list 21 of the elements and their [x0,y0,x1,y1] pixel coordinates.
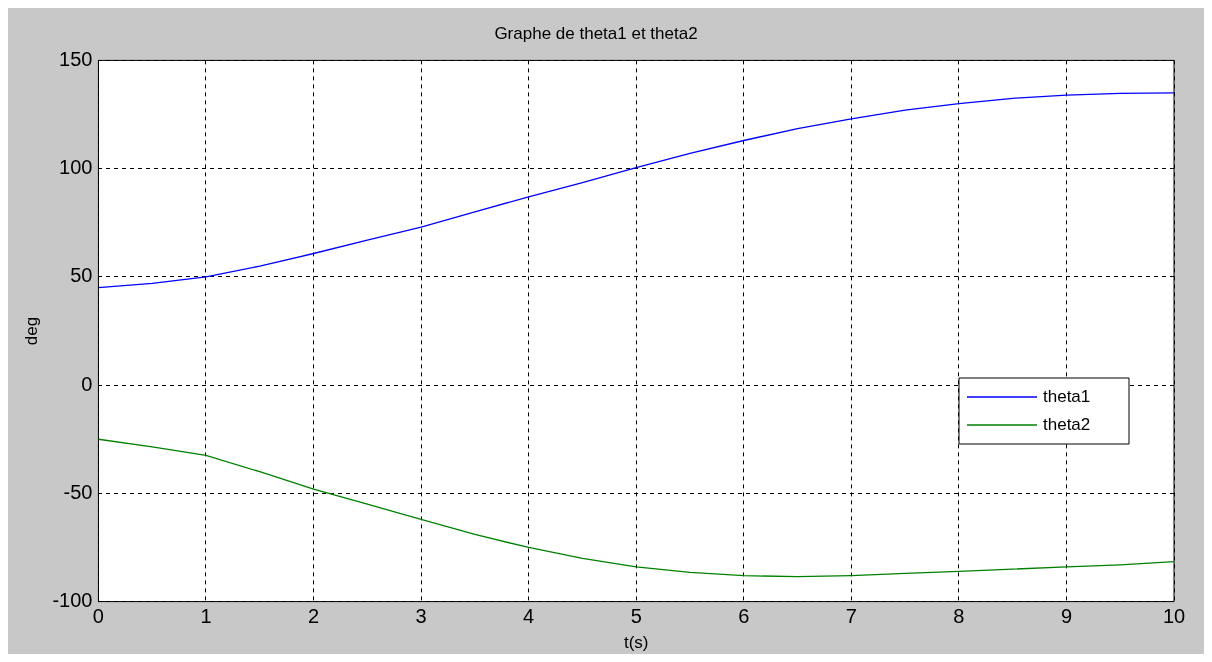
x-axis-title: t(s) [623,633,649,653]
y-tick-label: -100 [52,589,93,612]
x-tick-label: 5 [630,605,642,628]
x-tick-label: 7 [845,605,857,628]
x-tick-label: 3 [415,605,427,628]
x-tick-label: 9 [1060,605,1073,628]
x-tick-label: 8 [953,605,965,628]
x-tick-label: 10 [1162,605,1186,628]
chart-title: Graphe de theta1 et theta2 [494,23,698,43]
y-tick-label: 150 [59,47,93,70]
y-tick-label: -50 [63,480,93,503]
x-tick-label: 2 [307,605,320,628]
y-axis-title: deg [21,316,41,346]
legend-label: theta1 [1043,386,1091,406]
y-tick-label: 50 [70,264,93,287]
x-tick-label: 6 [738,605,750,628]
legend-label: theta2 [1043,414,1091,434]
x-tick-label: 4 [523,605,535,628]
y-tick-label: 0 [81,372,93,395]
y-tick-label: 100 [59,156,93,179]
x-tick-label: 1 [200,605,212,628]
